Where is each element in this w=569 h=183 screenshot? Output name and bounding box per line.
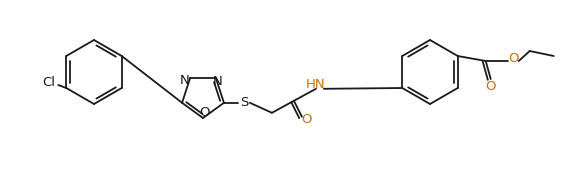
Text: N: N xyxy=(213,75,223,88)
Text: O: O xyxy=(302,113,312,126)
Text: N: N xyxy=(180,74,190,87)
Text: HN: HN xyxy=(306,78,325,91)
Text: O: O xyxy=(509,53,519,66)
Text: O: O xyxy=(200,107,211,119)
Text: Cl: Cl xyxy=(42,76,55,89)
Text: S: S xyxy=(240,96,248,109)
Text: O: O xyxy=(485,79,496,92)
